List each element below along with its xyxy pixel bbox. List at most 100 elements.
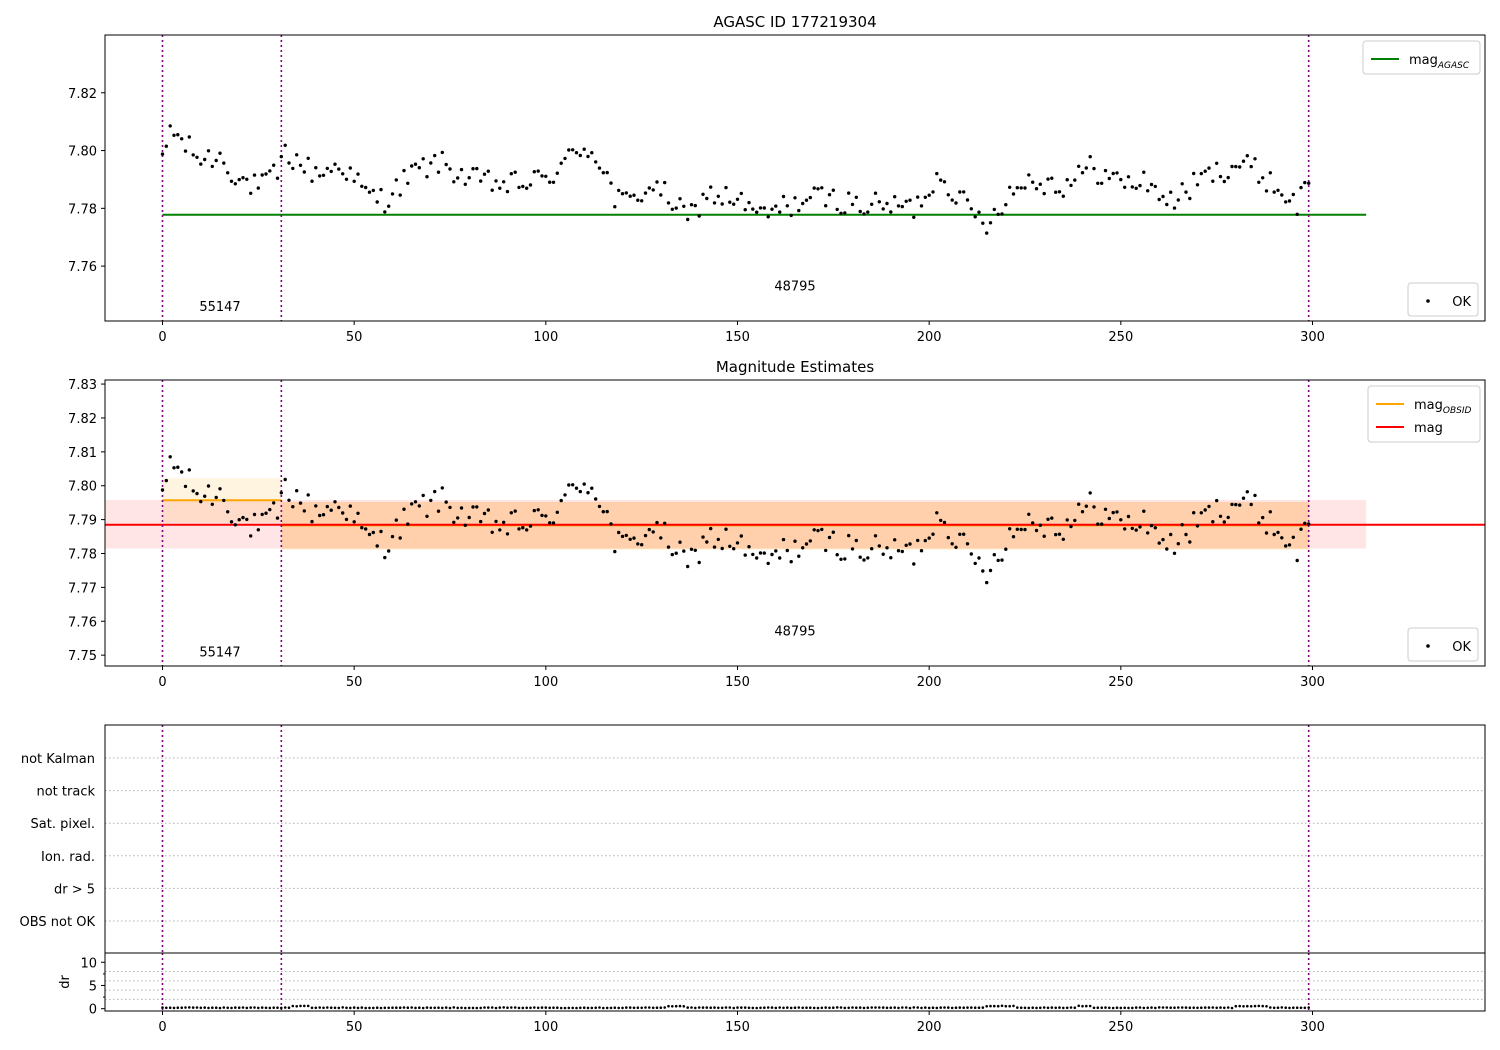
dr-point — [789, 1006, 793, 1010]
dr-point — [1146, 1006, 1149, 1010]
dr-point — [268, 1006, 272, 1010]
legend-box — [1407, 627, 1479, 662]
x-tick-label: 200 — [917, 330, 942, 345]
data-point — [686, 564, 690, 569]
data-point — [448, 505, 452, 510]
data-point — [528, 183, 533, 187]
data-point — [482, 511, 487, 516]
data-point — [1126, 514, 1131, 519]
data-point — [475, 505, 479, 509]
dr-point — [1226, 1006, 1230, 1009]
data-point — [793, 196, 797, 200]
data-point — [1299, 185, 1303, 190]
obsid-label: 55147 — [199, 300, 240, 315]
dr-point — [1065, 1006, 1069, 1010]
data-point — [509, 172, 513, 176]
dr-point — [1119, 1006, 1123, 1010]
data-point — [252, 173, 257, 177]
data-point — [747, 545, 751, 549]
data-point — [183, 149, 188, 153]
data-point — [329, 508, 333, 512]
data-point — [440, 150, 444, 155]
legend-label: magOBSID — [1414, 398, 1472, 416]
data-point — [548, 521, 552, 525]
data-point — [885, 201, 889, 206]
data-point — [571, 483, 575, 487]
dr-point — [1288, 1006, 1291, 1010]
data-point — [1111, 510, 1115, 515]
x-tick-label: 250 — [1108, 1020, 1133, 1035]
data-point — [160, 152, 165, 156]
dr-point — [421, 1006, 425, 1010]
dr-point — [1265, 1005, 1268, 1008]
data-point — [548, 180, 552, 184]
dr-point — [329, 1006, 333, 1009]
data-point — [233, 523, 237, 527]
dr-point — [958, 1006, 962, 1009]
data-point — [486, 169, 490, 173]
plot-area — [105, 725, 1485, 953]
data-point — [601, 510, 605, 514]
data-point — [858, 209, 862, 214]
dr-point — [494, 1006, 498, 1010]
data-point — [218, 151, 222, 155]
data-point — [210, 502, 214, 506]
data-point — [613, 205, 617, 209]
x-tick-label: 0 — [158, 1020, 166, 1035]
dr-point — [283, 1006, 287, 1009]
data-point — [295, 489, 299, 493]
data-point — [521, 184, 525, 189]
data-point — [605, 509, 609, 514]
data-point — [295, 153, 299, 157]
dr-point — [184, 1006, 187, 1009]
data-point — [1019, 186, 1023, 190]
data-point — [1123, 527, 1127, 531]
data-point — [1038, 182, 1043, 186]
dr-point — [878, 1006, 881, 1009]
data-point — [241, 515, 245, 520]
dr-point — [226, 1006, 229, 1010]
data-point — [1253, 157, 1257, 161]
data-point — [544, 174, 548, 178]
data-point — [1203, 169, 1207, 173]
dr-point — [782, 1006, 785, 1010]
data-point — [1027, 173, 1031, 177]
data-point — [866, 210, 870, 214]
data-point — [843, 557, 847, 561]
data-point — [413, 162, 418, 166]
data-point — [931, 190, 935, 194]
dr-point — [1307, 1006, 1310, 1009]
data-point — [655, 520, 659, 525]
x-tick-label: 200 — [917, 1020, 942, 1035]
data-point — [302, 509, 306, 513]
dr-point — [1027, 1006, 1031, 1010]
data-point — [314, 166, 318, 170]
data-point — [180, 470, 184, 474]
data-point — [160, 488, 165, 492]
data-point — [344, 177, 349, 181]
data-point — [1019, 527, 1023, 532]
dr-point — [1173, 1006, 1176, 1009]
dr-point — [1042, 1006, 1046, 1009]
dr-point — [1111, 1006, 1115, 1010]
data-point — [686, 217, 690, 222]
dr-point — [977, 1006, 981, 1009]
data-point — [574, 151, 579, 155]
data-point — [1238, 503, 1242, 507]
data-point — [226, 510, 230, 514]
dr-point — [828, 1006, 831, 1010]
data-point — [774, 204, 778, 208]
data-point — [1199, 511, 1204, 515]
data-point — [563, 156, 567, 161]
data-point — [195, 491, 199, 496]
dr-point — [740, 1006, 743, 1009]
flag-label: dr > 5 — [54, 882, 95, 897]
data-point — [1031, 180, 1035, 184]
data-point — [916, 538, 920, 543]
data-point — [640, 199, 644, 203]
data-point — [1011, 535, 1016, 539]
data-point — [958, 190, 962, 194]
data-point — [739, 191, 743, 196]
dr-point — [705, 1006, 709, 1009]
dr-point — [1188, 1006, 1192, 1009]
